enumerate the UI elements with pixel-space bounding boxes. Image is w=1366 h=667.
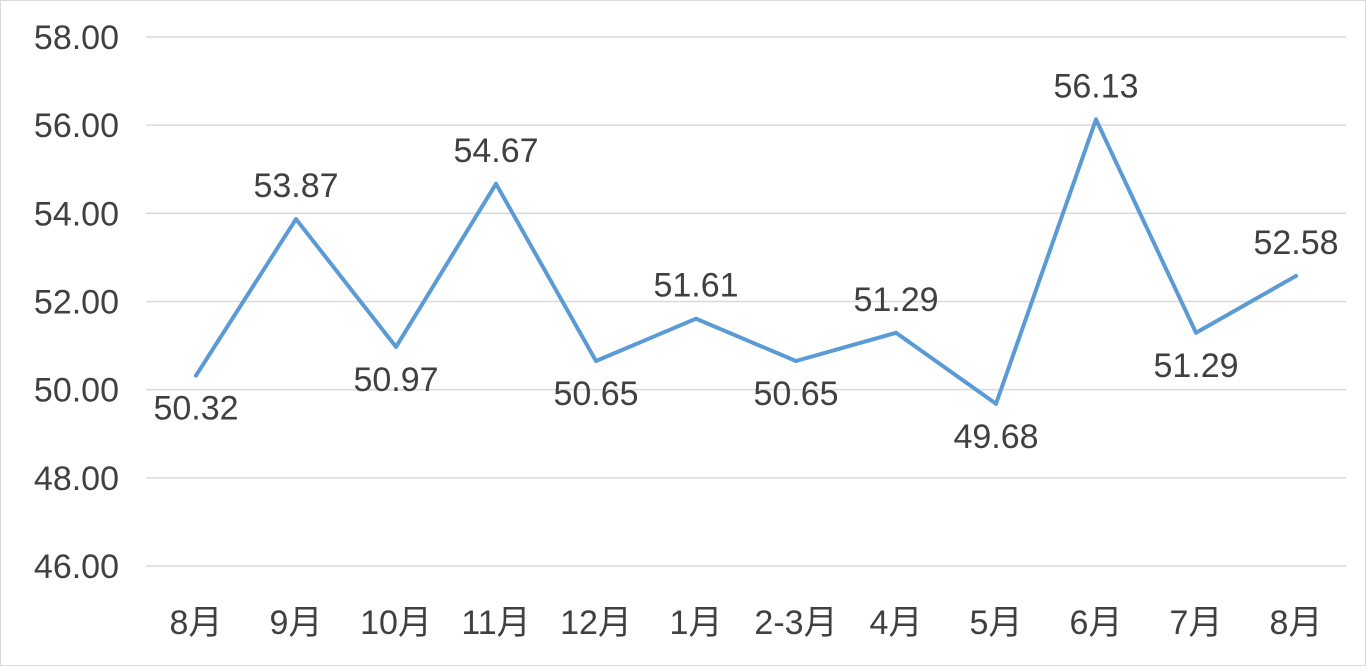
- y-tick-label: 52.00: [34, 284, 119, 322]
- data-label: 52.58: [1253, 224, 1338, 262]
- x-tick-label: 9月: [270, 604, 323, 642]
- x-tick-label: 7月: [1170, 604, 1223, 642]
- x-tick-label: 2-3月: [754, 604, 837, 642]
- y-tick-label: 58.00: [34, 19, 119, 57]
- y-tick-label: 56.00: [34, 107, 119, 145]
- data-label: 51.29: [853, 281, 938, 319]
- data-label: 53.87: [253, 167, 338, 205]
- data-label: 50.32: [153, 390, 238, 428]
- y-tick-label: 46.00: [34, 548, 119, 586]
- data-point: [694, 316, 698, 321]
- data-label: 50.97: [353, 361, 438, 399]
- x-tick-label: 8月: [1270, 604, 1323, 642]
- data-label: 51.61: [653, 267, 738, 305]
- data-point: [794, 359, 798, 364]
- data-point: [894, 330, 898, 335]
- data-label: 54.67: [453, 132, 538, 170]
- data-point: [294, 217, 298, 222]
- data-label: 50.65: [553, 375, 638, 413]
- data-label: 50.65: [753, 375, 838, 413]
- x-tick-label: 12月: [560, 604, 632, 642]
- y-axis: 46.00 48.00 50.00 52.00 54.00 56.00 58.00: [34, 19, 119, 586]
- data-point: [394, 344, 398, 349]
- x-axis: 8月 9月 10月 11月 12月 1月 2-3月 4月 5月 6月 7月 8月: [170, 604, 1323, 642]
- data-labels: 50.32 53.87 50.97 54.67 50.65 51.61 50.65 51.29…: [153, 67, 1338, 455]
- gridlines: [146, 36, 1346, 567]
- data-point: [1094, 117, 1098, 122]
- data-point: [1294, 273, 1298, 278]
- x-tick-label: 8月: [170, 604, 223, 642]
- data-point: [494, 181, 498, 186]
- series-line: [194, 117, 1298, 406]
- data-point: [994, 401, 998, 406]
- y-tick-label: 48.00: [34, 460, 119, 498]
- x-tick-label: 11月: [461, 604, 530, 642]
- series-group: [194, 117, 1298, 406]
- data-label: 49.68: [953, 418, 1038, 456]
- x-tick-label: 1月: [670, 604, 723, 642]
- data-point: [194, 373, 198, 378]
- x-tick-label: 6月: [1070, 604, 1123, 642]
- data-point: [1194, 330, 1198, 335]
- x-tick-label: 5月: [970, 604, 1023, 642]
- data-point: [594, 359, 598, 364]
- data-label: 56.13: [1053, 67, 1138, 105]
- x-tick-label: 10月: [360, 604, 432, 642]
- y-tick-label: 54.00: [34, 195, 119, 233]
- x-tick-label: 4月: [870, 604, 923, 642]
- data-label: 51.29: [1153, 347, 1238, 385]
- y-tick-label: 50.00: [34, 372, 119, 410]
